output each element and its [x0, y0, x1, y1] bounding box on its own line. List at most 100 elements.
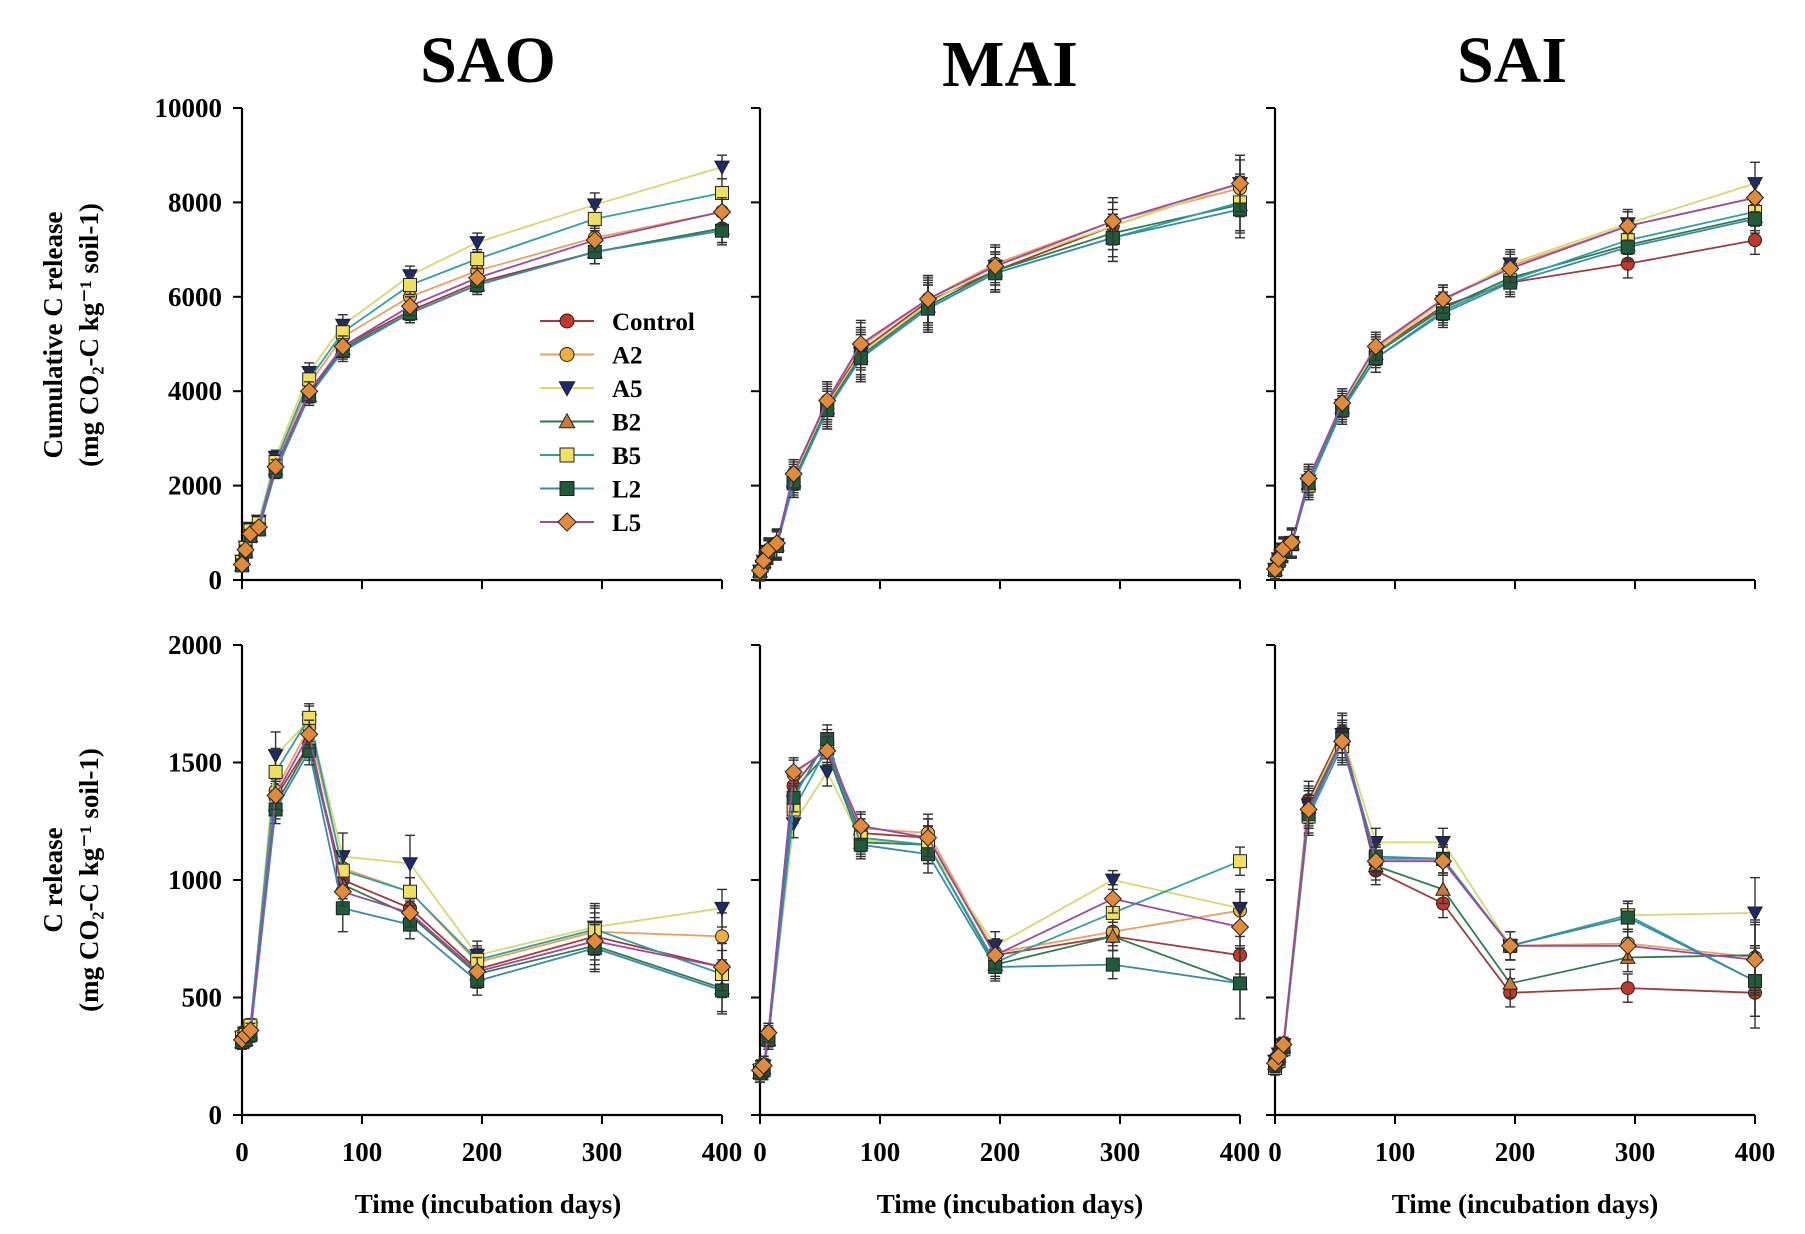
panel-bottom-sai: 0 100 200 300 400: [1265, 644, 1776, 1167]
data-point: [1748, 233, 1762, 248]
data-point: [1103, 212, 1122, 231]
legend-marker: [559, 447, 575, 463]
data-point: [786, 790, 801, 805]
legend-label: B5: [612, 443, 641, 470]
series-b5: [1268, 726, 1762, 1076]
bottom-ylabel-line1: C release: [38, 827, 68, 932]
series-b5: [753, 173, 1247, 582]
y-tick-label: 500: [182, 983, 223, 1013]
x-tick-label: 300: [582, 1137, 623, 1167]
data-point: [241, 1021, 260, 1040]
data-point: [1105, 957, 1120, 972]
x-axis-title-sao: Time (incubation days): [355, 1189, 622, 1219]
x-tick-label: 200: [1495, 1137, 1536, 1167]
x-tick-label: 300: [1100, 1137, 1141, 1167]
data-point: [268, 764, 283, 779]
series-l5: [750, 154, 1250, 581]
y-tick-label: 0: [209, 1100, 223, 1130]
series-line: [1274, 738, 1756, 1064]
series-line: [241, 743, 723, 1043]
data-point: [1233, 976, 1247, 991]
data-point: [851, 334, 870, 354]
y-tick-label: 2000: [168, 630, 222, 660]
data-point: [918, 290, 938, 309]
x-tick-label: 200: [980, 1137, 1021, 1167]
series-control: [1268, 712, 1762, 1074]
bottom-ylabel: C release (mg CO₂-C kg⁻¹ soil-1): [38, 748, 104, 1012]
data-point: [1333, 732, 1352, 751]
data-point: [1618, 216, 1637, 236]
data-point: [759, 1023, 778, 1042]
x-tick-label: 100: [860, 1137, 901, 1167]
panel-bottom-sao: 0 500 1000 1500 2000 0 100 200 300 400: [168, 630, 742, 1167]
data-point: [468, 268, 487, 288]
legend-item-b2: B2: [540, 410, 641, 437]
top-ylabel-line1: Cumulative C release: [38, 212, 68, 459]
series-line: [759, 746, 1241, 1071]
y-tick-label: 10000: [155, 93, 223, 123]
x-axis-title-sai: Time (incubation days): [1392, 1189, 1659, 1219]
legend-marker: [559, 313, 575, 329]
series-line: [759, 736, 1241, 1074]
data-point: [300, 382, 319, 401]
series-line: [241, 748, 723, 1043]
legend-marker: [558, 381, 576, 397]
data-point: [470, 252, 485, 267]
legend-marker: [559, 347, 575, 362]
series-a2: [753, 159, 1247, 581]
data-point: [249, 517, 268, 537]
data-point: [818, 391, 837, 410]
data-point: [1333, 393, 1352, 413]
data-point: [754, 1056, 773, 1075]
y-tick-label: 0: [209, 565, 223, 595]
panel-title-mai: MAI: [942, 28, 1078, 101]
series-l2: [1268, 719, 1762, 1074]
data-point: [1435, 836, 1451, 851]
data-point: [585, 231, 604, 250]
data-point: [714, 901, 730, 917]
data-point: [714, 160, 730, 176]
data-point: [767, 534, 786, 553]
legend-item-l2: L2: [540, 477, 641, 504]
x-tick-label: 200: [462, 1137, 503, 1167]
data-point: [333, 882, 352, 901]
data-point: [1501, 936, 1520, 955]
x-tick-label: 400: [1735, 1137, 1776, 1167]
data-point: [918, 828, 938, 847]
legend-item-l5: L5: [540, 510, 641, 537]
data-point: [1502, 975, 1519, 990]
data-point: [585, 931, 604, 951]
legend-item-a2: A2: [540, 343, 643, 370]
data-point: [1620, 240, 1635, 255]
series-l2: [753, 180, 1247, 582]
data-point: [1748, 211, 1762, 226]
x-tick-label: 0: [1268, 1137, 1282, 1167]
legend-label: A5: [612, 376, 643, 403]
series-l5: [1265, 182, 1765, 580]
series-l2: [235, 735, 729, 1050]
panel-top-sai: [1265, 107, 1765, 589]
data-point: [468, 962, 487, 981]
legend-item-control: Control: [540, 309, 695, 336]
legend-label: B2: [612, 410, 641, 437]
series-line: [759, 741, 1241, 1074]
series-control: [235, 728, 729, 1048]
data-point: [1435, 881, 1451, 896]
x-tick-label: 300: [1615, 1137, 1656, 1167]
series-line: [759, 182, 1241, 571]
data-point: [712, 957, 732, 977]
data-point: [1103, 889, 1122, 908]
y-tick-label: 4000: [168, 376, 222, 406]
series-a5: [1267, 161, 1763, 580]
panel-title-sai: SAI: [1457, 24, 1567, 97]
series-b2: [234, 731, 730, 1050]
legend: Control A2 A5 B2 B5 L2 L5: [540, 309, 695, 537]
x-tick-label: 100: [1375, 1137, 1416, 1167]
legend-marker: [559, 481, 575, 496]
series-line: [759, 751, 1241, 1074]
legend-label: L5: [612, 510, 641, 537]
data-point: [586, 198, 603, 213]
series-line: [759, 182, 1241, 571]
data-point: [469, 236, 486, 251]
